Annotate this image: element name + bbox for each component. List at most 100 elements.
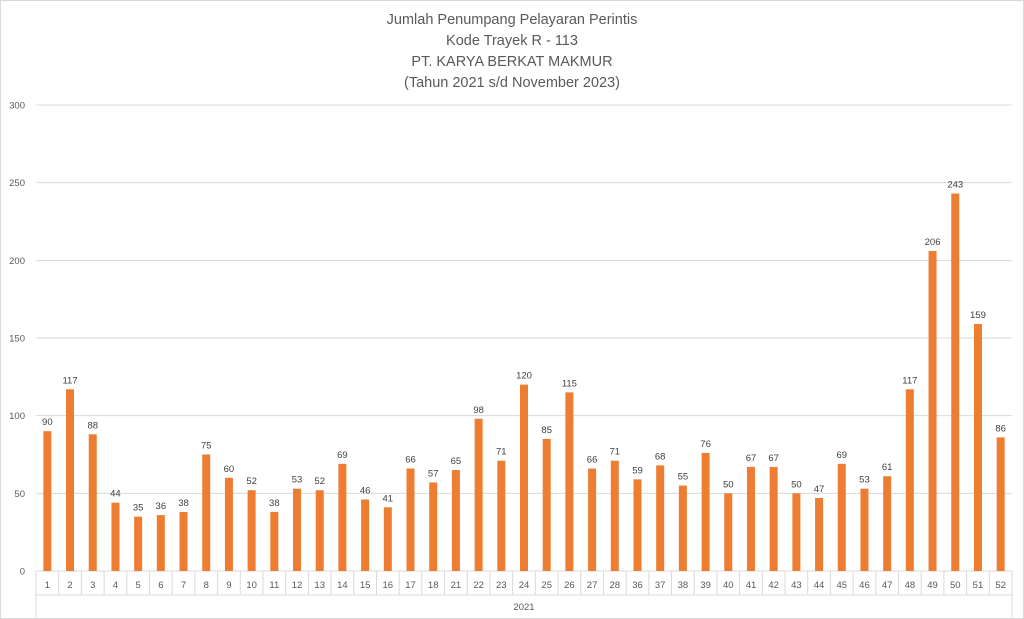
chart-title-line-2: Kode Trayek R - 113 <box>446 33 578 49</box>
x-tick-label: 15 <box>360 580 371 591</box>
data-label: 120 <box>516 371 532 382</box>
data-label: 35 <box>133 503 144 514</box>
data-label: 55 <box>678 472 689 483</box>
data-label: 98 <box>473 405 484 416</box>
x-tick-label: 37 <box>655 580 666 591</box>
x-tick-label: 36 <box>632 580 643 591</box>
x-tick-label: 27 <box>587 580 598 591</box>
data-label: 117 <box>902 375 917 386</box>
x-tick-label: 1 <box>45 580 50 591</box>
x-tick-label: 6 <box>158 580 163 591</box>
bar <box>270 511 279 571</box>
bar <box>905 389 914 571</box>
x-tick-label: 45 <box>836 580 847 591</box>
chart-title-line-4: (Tahun 2021 s/d November 2023) <box>403 75 621 91</box>
data-label: 86 <box>995 423 1006 434</box>
x-tick-label: 38 <box>678 580 689 591</box>
x-tick-label: 17 <box>405 580 416 591</box>
x-tick-label: 22 <box>473 580 484 591</box>
data-label: 75 <box>201 441 212 452</box>
bar <box>66 389 75 571</box>
bar <box>746 466 755 571</box>
chart-title-line-1: Jumlah Penumpang Pelayaran Perintis <box>386 12 638 28</box>
bar <box>542 438 551 571</box>
bar <box>656 465 665 571</box>
data-label: 67 <box>768 453 779 464</box>
bar <box>724 493 733 571</box>
data-label: 71 <box>496 447 507 458</box>
bar <box>678 485 687 571</box>
bar <box>860 488 869 571</box>
x-tick-label: 46 <box>859 580 870 591</box>
data-label: 115 <box>562 378 577 389</box>
bar <box>247 490 256 571</box>
data-label: 53 <box>859 475 870 486</box>
bar <box>610 460 619 571</box>
bar <box>565 392 574 571</box>
data-label: 50 <box>723 479 734 490</box>
x-tick-label: 4 <box>113 580 118 591</box>
data-label: 59 <box>632 465 643 476</box>
bar <box>951 193 960 572</box>
x-tick-label: 43 <box>791 580 802 591</box>
data-label: 41 <box>383 493 394 504</box>
bar <box>520 384 528 571</box>
data-label: 46 <box>360 486 371 497</box>
bar <box>837 463 846 571</box>
y-tick-label: 200 <box>9 256 25 267</box>
data-label: 69 <box>337 450 348 461</box>
bar <box>497 460 506 571</box>
bar <box>224 477 233 571</box>
data-label: 76 <box>700 439 711 450</box>
bar <box>815 497 824 571</box>
x-tick-label: 51 <box>973 580 984 591</box>
y-tick-label: 150 <box>9 334 25 345</box>
data-label: 38 <box>269 498 280 509</box>
bar <box>43 431 52 571</box>
x-tick-label: 40 <box>723 580 734 591</box>
x-tick-label: 16 <box>383 580 394 591</box>
x-tick-label: 41 <box>746 580 757 591</box>
data-label: 85 <box>541 425 552 436</box>
bar <box>996 437 1005 571</box>
x-tick-label: 3 <box>90 580 95 591</box>
bar <box>973 324 982 571</box>
data-label: 38 <box>178 498 189 509</box>
bar <box>134 516 143 571</box>
bar <box>451 470 460 571</box>
bar <box>293 488 302 571</box>
data-label: 90 <box>42 417 53 428</box>
x-tick-label: 9 <box>226 580 231 591</box>
data-label: 71 <box>610 447 621 458</box>
x-tick-label: 5 <box>135 580 140 591</box>
chart-title: Jumlah Penumpang Pelayaran Perintis Kode… <box>1 10 1023 94</box>
bar <box>361 499 370 571</box>
data-label: 66 <box>405 454 416 465</box>
bar <box>633 479 642 571</box>
x-tick-label: 10 <box>246 580 257 591</box>
data-label: 61 <box>882 462 893 473</box>
x-tick-label: 14 <box>337 580 348 591</box>
data-label: 117 <box>62 375 77 386</box>
bar <box>156 515 165 571</box>
x-tick-label: 52 <box>995 580 1006 591</box>
x-tick-label: 26 <box>564 580 575 591</box>
y-tick-label: 100 <box>9 411 25 422</box>
x-group-label: 2021 <box>513 602 534 613</box>
data-label: 44 <box>110 489 121 500</box>
data-label: 52 <box>314 476 325 487</box>
data-label: 50 <box>791 479 802 490</box>
data-label: 88 <box>87 420 98 431</box>
x-tick-label: 42 <box>768 580 779 591</box>
x-tick-label: 21 <box>451 580 462 591</box>
y-tick-label: 0 <box>20 567 25 578</box>
y-tick-label: 50 <box>14 489 25 500</box>
bar <box>315 490 324 571</box>
data-label: 53 <box>292 475 303 486</box>
x-tick-label: 39 <box>700 580 711 591</box>
data-label: 69 <box>836 450 847 461</box>
x-tick-label: 2 <box>67 580 72 591</box>
data-label: 36 <box>156 501 167 512</box>
